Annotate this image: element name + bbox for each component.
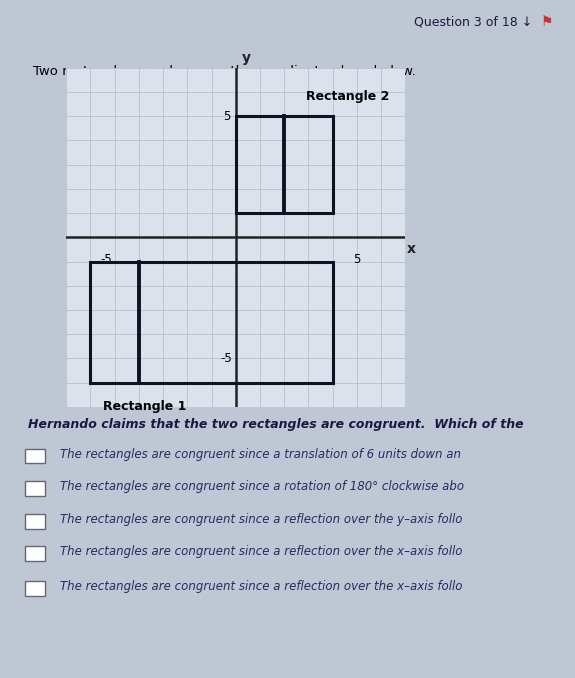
Text: 5: 5 xyxy=(224,110,231,123)
Text: Two rectangles are shown on the coordinate plane below.: Two rectangles are shown on the coordina… xyxy=(33,64,416,77)
Bar xyxy=(25,449,45,464)
Text: Hernando claims that the two rectangles are congruent.  Which of the: Hernando claims that the two rectangles … xyxy=(28,418,523,431)
Text: Rectangle 1: Rectangle 1 xyxy=(102,399,186,412)
Bar xyxy=(25,546,45,561)
Bar xyxy=(90,262,332,382)
Text: ⚑: ⚑ xyxy=(540,15,553,29)
Text: 5: 5 xyxy=(353,253,361,266)
Bar xyxy=(25,581,45,596)
Bar xyxy=(25,481,45,496)
Text: The rectangles are congruent since a translation of 6 units down an: The rectangles are congruent since a tra… xyxy=(60,447,461,461)
Text: The rectangles are congruent since a rotation of 180° clockwise abo: The rectangles are congruent since a rot… xyxy=(60,480,464,494)
Text: The rectangles are congruent since a reflection over the x–axis follo: The rectangles are congruent since a ref… xyxy=(60,545,462,559)
Text: Question 3 of 18 ↓: Question 3 of 18 ↓ xyxy=(414,16,532,28)
Text: The rectangles are congruent since a reflection over the y–axis follo: The rectangles are congruent since a ref… xyxy=(60,513,462,526)
Text: -5: -5 xyxy=(101,253,112,266)
Bar xyxy=(25,514,45,529)
Text: y: y xyxy=(242,52,251,65)
Text: Rectangle 2: Rectangle 2 xyxy=(306,90,389,103)
Bar xyxy=(236,116,332,213)
Text: x: x xyxy=(407,243,416,256)
Text: The rectangles are congruent since a reflection over the x–axis follo: The rectangles are congruent since a ref… xyxy=(60,580,462,593)
Text: -5: -5 xyxy=(220,352,232,365)
